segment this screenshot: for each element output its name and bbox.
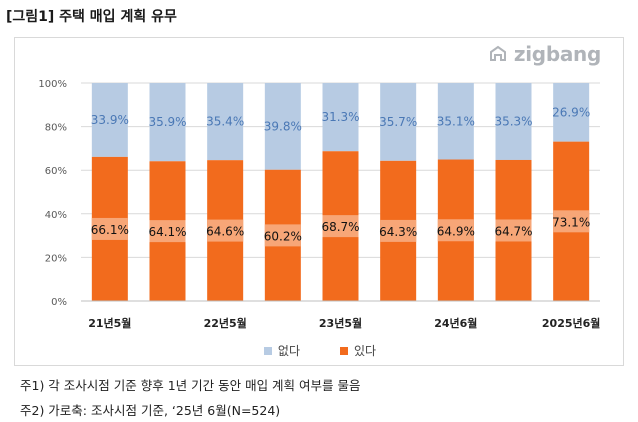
bar-yes-label-band — [264, 224, 301, 247]
legend-label-no: 없다 — [277, 344, 300, 358]
data-label-yes: 64.1% — [148, 225, 186, 239]
data-label-no: 35.7% — [379, 115, 417, 129]
data-label-no: 33.9% — [91, 113, 129, 127]
bar-yes-label-band — [207, 219, 244, 242]
x-tick-label: 2025년6월 — [542, 316, 601, 330]
bar-no — [264, 83, 301, 170]
stacked-bar-chart: 0% 20% 40% 60% 80% 100% 66.1% 33.9% 21년5월 64.1% 35… — [38, 79, 601, 330]
bar-yes-label-band — [495, 219, 532, 242]
data-label-yes: 64.3% — [379, 225, 417, 239]
data-label-yes: 64.6% — [206, 225, 244, 239]
y-tick-label: 40% — [45, 210, 67, 221]
bar-no — [207, 83, 244, 161]
bar-no — [380, 83, 417, 161]
x-tick-label: 21년5월 — [88, 316, 131, 330]
legend-item-no: 없다 — [263, 342, 300, 359]
chart-legend: 없다 있다 — [15, 342, 625, 359]
data-label-no: 39.8% — [264, 119, 302, 133]
chart-panel: zigbang 0% 20% 40% 60% 80% 100% 66.1% 33.9% 21년5… — [14, 37, 624, 366]
bar-no — [322, 83, 359, 152]
data-label-yes: 66.1% — [91, 223, 129, 237]
bar-yes-label-band — [553, 210, 590, 233]
bar-yes-label-band — [322, 215, 359, 238]
bar-no — [437, 83, 474, 160]
data-label-no: 35.3% — [494, 114, 532, 128]
logo-text: zigbang — [513, 42, 601, 66]
y-tick-label: 60% — [45, 166, 67, 177]
data-label-yes: 64.7% — [494, 224, 532, 238]
bar-yes-label-band — [380, 219, 417, 242]
legend-swatch-no — [263, 346, 272, 355]
bar-yes-label-band — [149, 220, 186, 243]
y-tick-label: 100% — [38, 79, 67, 90]
zigbang-logo-icon — [489, 45, 506, 61]
data-label-yes: 60.2% — [264, 229, 302, 243]
data-label-yes: 68.7% — [321, 220, 359, 234]
y-tick-label: 80% — [45, 123, 67, 134]
data-label-yes: 73.1% — [552, 215, 590, 229]
legend-label-yes: 있다 — [354, 344, 377, 358]
data-label-no: 26.9% — [552, 105, 590, 119]
legend-item-yes: 있다 — [340, 342, 376, 359]
y-tick-label: 20% — [45, 253, 67, 264]
data-label-no: 35.4% — [206, 115, 244, 129]
bar-yes-label-band — [437, 219, 474, 242]
bar-no — [91, 83, 128, 157]
bar-no — [149, 83, 186, 162]
bar-yes-label-band — [91, 217, 128, 240]
x-tick-label: 23년5월 — [319, 316, 362, 330]
legend-swatch-yes — [340, 346, 348, 355]
x-tick-label: 24년6월 — [434, 316, 477, 330]
figure-title: [그림1] 주택 매입 계획 유무 — [6, 9, 177, 25]
zigbang-logo: zigbang — [488, 42, 601, 66]
bar-no — [553, 83, 590, 142]
footnote-1: 주1) 각 조사시점 기준 향후 1년 기간 동안 매입 계획 여부를 물음 — [20, 378, 361, 393]
y-tick-label: 0% — [51, 297, 67, 308]
data-label-no: 31.3% — [321, 110, 359, 124]
x-tick-label: 22년5월 — [204, 316, 247, 330]
footnote-2: 주2) 가로축: 조사시점 기준, ‘25년 6월(N=524) — [20, 403, 281, 418]
data-label-no: 35.1% — [437, 114, 475, 128]
data-label-yes: 64.9% — [437, 224, 475, 238]
data-label-no: 35.9% — [148, 115, 186, 129]
bar-no — [495, 83, 532, 160]
